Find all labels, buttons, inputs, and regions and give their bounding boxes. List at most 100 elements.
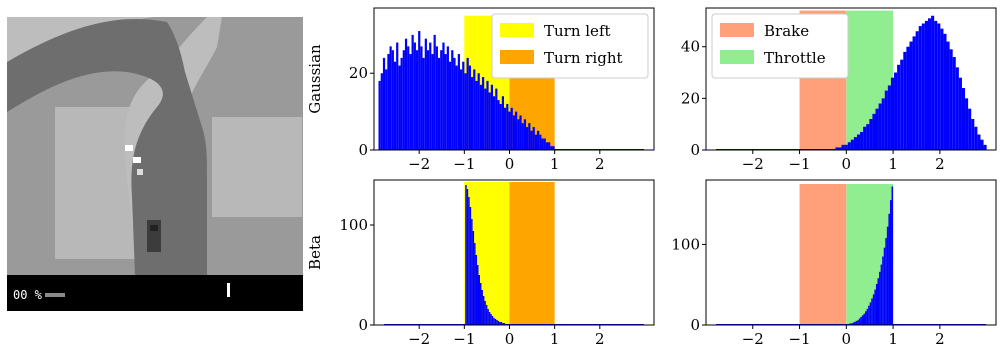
- histogram-bar: [912, 36, 916, 150]
- histogram-bar: [918, 26, 922, 151]
- histogram-bar: [537, 130, 540, 150]
- legend-swatch: [720, 23, 754, 37]
- histogram-bar: [931, 15, 935, 151]
- histogram-bar: [874, 289, 876, 325]
- x-tick-label: 1: [550, 155, 560, 172]
- histogram-bar: [422, 57, 425, 150]
- histogram-bar: [878, 103, 882, 150]
- histogram-bar: [971, 119, 975, 150]
- histogram-bar: [420, 46, 423, 150]
- histogram-bar: [485, 305, 488, 325]
- histogram-bar: [882, 256, 884, 325]
- histogram-bar: [382, 57, 386, 150]
- histogram-bar: [496, 320, 498, 325]
- histogram-bar: [890, 77, 895, 150]
- histogram-bar: [484, 301, 486, 325]
- y-tick-label: 0: [690, 316, 700, 334]
- histogram-bar: [482, 296, 485, 325]
- y-tick-label: 0: [690, 141, 700, 159]
- hud-steer-indicator: [227, 283, 230, 297]
- histogram-bar: [865, 311, 867, 325]
- histogram-bar: [860, 316, 862, 325]
- road: [7, 18, 207, 276]
- game-frame: 00 %: [7, 17, 303, 311]
- histogram-bar: [457, 54, 460, 150]
- histogram-bar: [486, 80, 489, 150]
- histogram-bar: [841, 144, 845, 150]
- y-tick-label: 100: [339, 216, 368, 234]
- x-tick-label: 0: [505, 330, 515, 347]
- histogram-bar: [860, 131, 864, 150]
- histogram-bar: [877, 278, 880, 325]
- histogram-bar: [431, 54, 434, 150]
- histogram-bar: [488, 92, 491, 150]
- x-tick-label: 2: [595, 155, 605, 172]
- histogram-bar: [545, 142, 549, 150]
- histogram-bar: [459, 69, 463, 150]
- histogram-bar: [884, 90, 888, 150]
- histogram-bar: [539, 134, 542, 150]
- histogram-bar: [974, 126, 978, 150]
- histogram-bar: [424, 38, 427, 151]
- histogram-bar: [391, 50, 394, 150]
- histogram-beta-steering: −2 −1 0 1 2 0 100 Beta: [306, 179, 655, 348]
- x-tick-label: −2: [742, 155, 764, 172]
- x-tick-label: −2: [408, 330, 430, 347]
- histogram-bar: [469, 207, 472, 325]
- histogram-bar: [464, 73, 467, 150]
- histogram-bar: [523, 119, 527, 150]
- x-tick-label: 2: [935, 330, 945, 347]
- histogram-bar: [497, 321, 500, 325]
- histogram-bar: [844, 144, 848, 150]
- histogram-bar: [866, 308, 869, 325]
- histogram-bar: [426, 50, 430, 150]
- histogram-bar: [853, 137, 857, 150]
- histogram-bar: [468, 65, 471, 150]
- panel-beta-steering: −2 −1 0 1 2 0 100 Beta: [306, 172, 660, 348]
- legend-swatch: [500, 23, 534, 37]
- x-tick-label: −1: [453, 155, 475, 172]
- histogram-bar: [506, 103, 509, 150]
- axes-frame: [705, 7, 997, 151]
- region-turn-right: [509, 182, 555, 325]
- histogram-bar: [508, 111, 511, 150]
- histogram-bar: [517, 119, 520, 150]
- y-tick-label: 100: [671, 235, 700, 253]
- histogram-bar: [883, 247, 886, 325]
- histogram-bar: [446, 46, 449, 150]
- histogram-bar: [415, 50, 419, 150]
- histogram-bar: [475, 255, 478, 325]
- axes-frame: [373, 179, 655, 326]
- histogram-bar: [491, 316, 494, 325]
- hud-score: 00 %: [13, 288, 43, 302]
- histogram-bar: [473, 69, 476, 150]
- histogram-bar: [501, 96, 505, 150]
- histogram-bar: [903, 51, 907, 150]
- histogram-bar: [526, 126, 529, 150]
- histogram-bar: [488, 312, 491, 325]
- histogram-bar: [442, 42, 445, 150]
- histogram-bar: [380, 73, 383, 150]
- game-screenshot: 00 %: [7, 17, 303, 311]
- histogram-bar: [961, 88, 966, 150]
- y-axis-label: Gaussian: [306, 44, 324, 114]
- histogram-bar: [897, 64, 901, 150]
- legend-swatch: [500, 50, 534, 64]
- x-tick-label: −2: [408, 155, 430, 172]
- histogram-bar: [879, 271, 881, 325]
- x-tick-label: 1: [888, 155, 898, 172]
- histogram-bar: [497, 100, 500, 150]
- histogram-bar: [909, 41, 913, 150]
- histogram-bar: [894, 72, 898, 150]
- y-tick-label: 20: [349, 64, 368, 82]
- histogram-bar: [378, 80, 381, 150]
- histogram-bar: [835, 147, 839, 150]
- histogram-bar: [958, 77, 962, 150]
- histogram-bar: [451, 50, 454, 150]
- histogram-bar: [983, 144, 987, 150]
- histogram-bar: [872, 294, 875, 325]
- histogram-bar: [857, 320, 859, 325]
- histogram-bar: [924, 20, 928, 151]
- histogram-bar: [465, 185, 467, 325]
- histogram-bar: [387, 54, 390, 150]
